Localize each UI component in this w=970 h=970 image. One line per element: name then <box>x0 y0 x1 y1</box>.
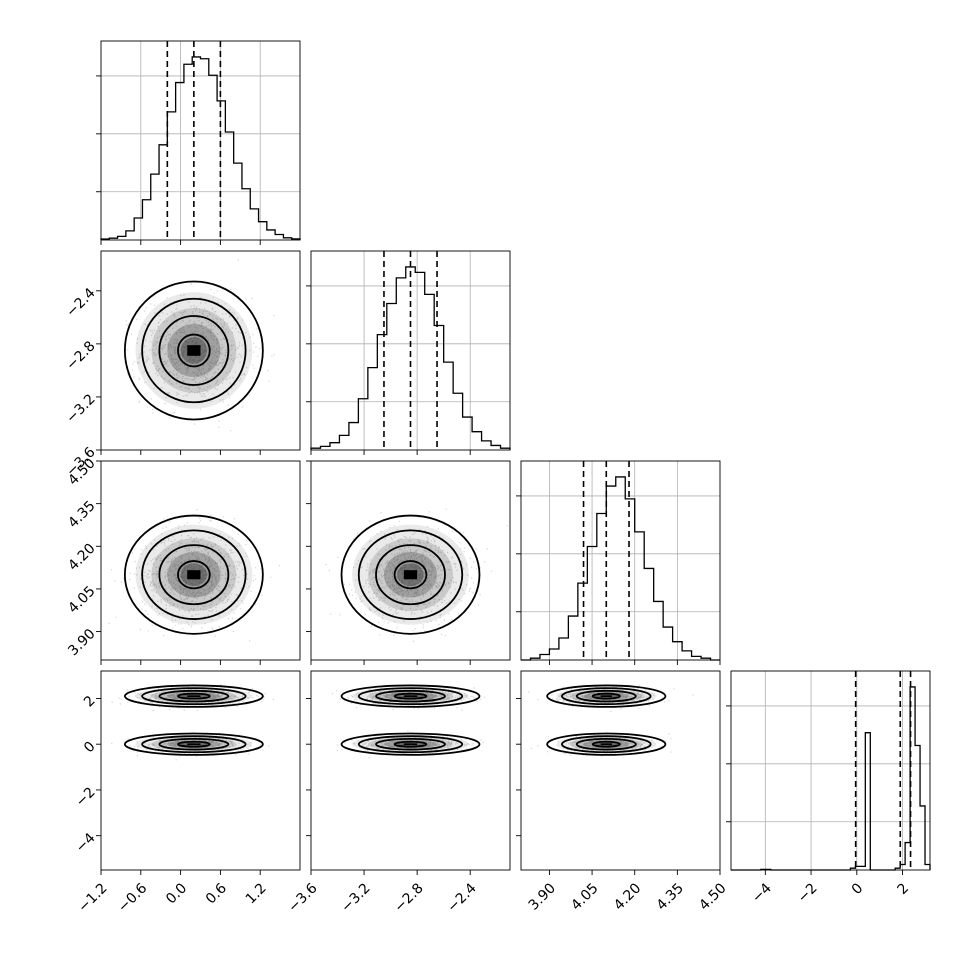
y-tick-label: 2 <box>81 693 99 711</box>
density-peak <box>187 570 201 580</box>
x-tick-label: 0.6 <box>203 880 230 907</box>
x-tick-label: 3.90 <box>526 880 559 913</box>
contour-line <box>591 692 621 700</box>
contour-line <box>561 687 652 706</box>
panel-frame <box>100 670 301 871</box>
x-tick-label: 0.0 <box>163 880 190 907</box>
scatter-panel <box>516 670 721 875</box>
y-tick-label: −2.8 <box>63 338 98 373</box>
contour-line <box>177 560 211 590</box>
contour-line <box>575 689 637 703</box>
contour-line <box>340 514 481 635</box>
x-tick-label: −4 <box>749 880 775 906</box>
histogram-panel <box>516 460 721 665</box>
x-tick-label: −1.2 <box>75 880 110 915</box>
contour-line <box>123 684 264 708</box>
y-tick-label: 4.20 <box>65 541 98 574</box>
scatter-panel <box>96 250 301 455</box>
contour-line <box>357 687 464 706</box>
contour-line <box>141 529 247 620</box>
scatter-panel <box>306 670 511 875</box>
density-peak <box>187 743 201 746</box>
density-peak <box>403 743 418 746</box>
contour-line <box>575 737 637 751</box>
density-peak <box>403 695 418 697</box>
contour-line <box>375 737 446 751</box>
contour-line <box>123 280 264 421</box>
contour-line <box>177 333 211 368</box>
contour-line <box>546 684 667 708</box>
contour-line <box>561 735 652 754</box>
histogram-line <box>521 476 720 661</box>
panel-frame <box>100 460 301 661</box>
x-tick-label: −3.6 <box>285 880 320 915</box>
x-tick-label: 4.35 <box>654 880 687 913</box>
panel-frame <box>520 670 721 871</box>
contour-line <box>177 692 211 700</box>
x-tick-label: −0.6 <box>115 880 150 915</box>
contour-line <box>591 740 621 748</box>
x-tick-label: 0 <box>849 880 867 898</box>
x-tick-label: 4.20 <box>611 880 644 913</box>
contour-line <box>177 740 211 748</box>
x-tick-label: 1.2 <box>243 880 270 907</box>
histogram-panel <box>96 40 301 245</box>
panel-frame <box>520 460 721 661</box>
contour-line <box>546 732 667 756</box>
contour-line <box>393 560 428 590</box>
histogram-panel <box>306 250 511 455</box>
contour-line <box>357 529 464 620</box>
y-tick-label: −3.2 <box>63 391 98 426</box>
contour-line <box>393 692 428 700</box>
x-tick-label: 4.50 <box>696 880 729 913</box>
x-tick-label: 2 <box>895 880 913 898</box>
panel-frame <box>730 670 931 871</box>
x-tick-label: −2.8 <box>391 880 426 915</box>
scatter-points <box>111 684 274 761</box>
contour-line <box>158 737 230 751</box>
histogram-line <box>100 56 301 240</box>
y-tick-label: 4.35 <box>65 498 98 531</box>
density-peak <box>187 695 201 697</box>
contour-line <box>158 689 230 703</box>
scatter-panel <box>306 460 511 665</box>
y-tick-label: 0 <box>81 739 99 757</box>
y-tick-label: −2.4 <box>63 285 98 320</box>
contour-line <box>340 732 481 756</box>
y-tick-label: −2 <box>73 784 99 810</box>
density-peak <box>600 743 612 746</box>
contour-line <box>357 735 464 754</box>
x-tick-label: −2.4 <box>444 880 479 915</box>
density-peak <box>187 345 201 356</box>
panel-frame <box>100 250 301 451</box>
panel-frame <box>310 250 511 451</box>
histogram-panel <box>726 670 931 875</box>
contour-line <box>141 297 247 404</box>
contour-line <box>123 732 264 756</box>
y-tick-label: −4 <box>73 830 99 856</box>
y-tick-label: 4.05 <box>65 583 98 616</box>
contour-line <box>141 735 247 754</box>
scatter-panel <box>96 460 301 665</box>
y-tick-label: 3.90 <box>65 626 98 659</box>
scatter-panel <box>96 670 301 875</box>
contour-line <box>158 315 230 386</box>
x-tick-label: 4.05 <box>568 880 601 913</box>
contour-line <box>393 740 428 748</box>
panel-frame <box>310 670 511 871</box>
contour-line <box>123 514 264 635</box>
x-tick-label: −2 <box>795 880 821 906</box>
contour-line <box>141 687 247 706</box>
density-peak <box>600 695 612 697</box>
density-peak <box>403 570 418 580</box>
panel-frame <box>100 40 301 241</box>
contour-line <box>158 544 230 606</box>
panel-frame <box>310 460 511 661</box>
contour-line <box>375 689 446 703</box>
contour-line <box>340 684 481 708</box>
contour-line <box>375 544 446 606</box>
x-tick-label: −3.2 <box>338 880 373 915</box>
